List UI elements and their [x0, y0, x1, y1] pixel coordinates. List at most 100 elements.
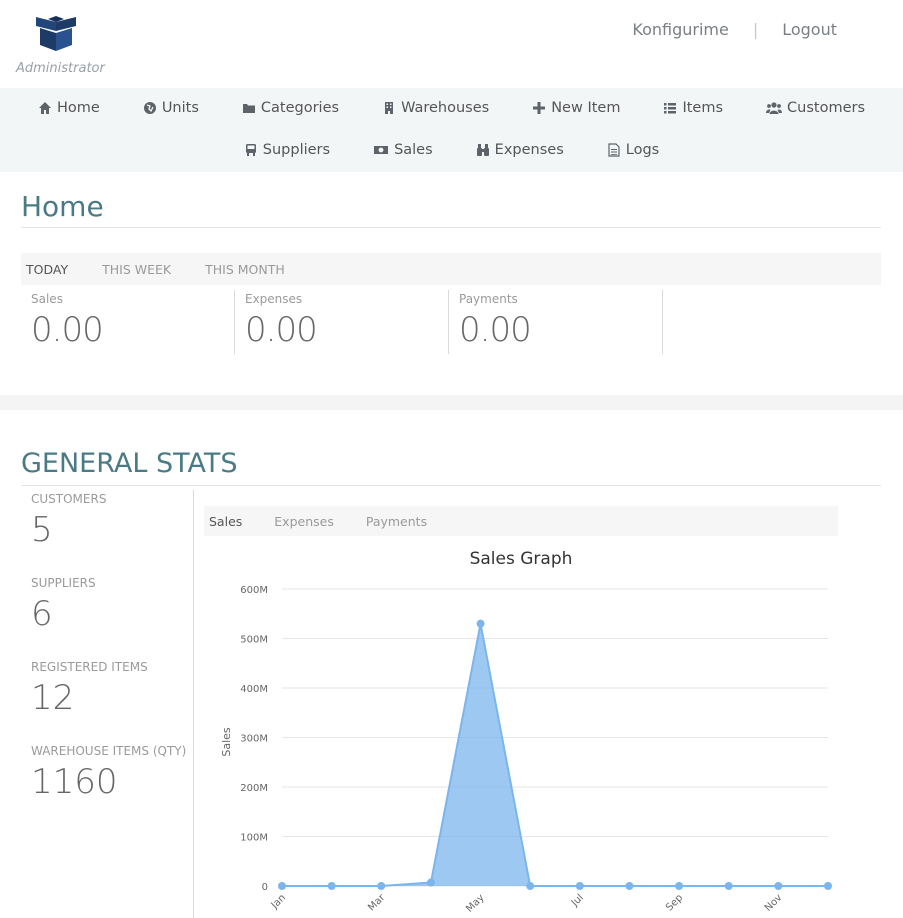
tile-value: 0.00 [31, 310, 104, 350]
list-icon [664, 103, 677, 114]
stat-suppliers: SUPPLIERS 6 [31, 576, 191, 660]
stat-value: 1160 [31, 762, 118, 802]
nav-item-suppliers[interactable]: Suppliers [244, 142, 330, 158]
nav-item-sales[interactable]: Sales [373, 142, 433, 158]
nav-item-new-item[interactable]: New Item [532, 100, 620, 116]
nav-item-home[interactable]: Home [38, 100, 100, 116]
data-point [724, 882, 733, 890]
data-point [327, 882, 336, 890]
x-tick-label: May [464, 892, 486, 914]
tile-label: Sales [31, 292, 63, 306]
settings-link[interactable]: Konfigurime [632, 20, 729, 39]
sales-series [278, 619, 832, 890]
tile-label: Payments [459, 292, 518, 306]
page-title: Home [21, 190, 104, 223]
box-logo-icon [36, 16, 76, 51]
data-point [526, 882, 535, 890]
globe-icon [143, 102, 156, 114]
stat-list: CUSTOMERS 5 SUPPLIERS 6 REGISTERED ITEMS… [31, 492, 191, 828]
stat-customers: CUSTOMERS 5 [31, 492, 191, 576]
main-nav: Home Units Categories Warehouses New Ite… [0, 88, 903, 172]
stat-label: SUPPLIERS [31, 576, 96, 590]
y-tick-label: 0 [262, 882, 268, 893]
x-tick-label: Mar [366, 892, 388, 914]
tab-this-week[interactable]: THIS WEEK [102, 261, 172, 277]
expenses-tile: Expenses 0.00 [235, 290, 449, 354]
x-tick-label: Nov [763, 892, 785, 914]
graph-tabs: Sales Expenses Payments [204, 506, 838, 536]
y-tick-label: 200M [240, 783, 268, 794]
y-tick-label: 600M [240, 585, 268, 596]
data-point [426, 878, 435, 887]
nav-row-2: Suppliers Sales Expenses Logs [0, 142, 903, 158]
y-tick-label: 100M [240, 833, 268, 844]
truck-icon [245, 144, 256, 156]
folder-icon [242, 104, 255, 113]
tab-this-month[interactable]: THIS MONTH [205, 261, 285, 277]
x-tick-label: Jul [569, 892, 586, 909]
nav-item-warehouses[interactable]: Warehouses [382, 100, 489, 116]
top-links: Konfigurime | Logout [632, 20, 837, 39]
stat-registered-items: REGISTERED ITEMS 12 [31, 660, 191, 744]
data-point [625, 882, 634, 890]
tab-today[interactable]: TODAY [26, 261, 69, 277]
logout-link[interactable]: Logout [782, 20, 837, 39]
nav-item-customers[interactable]: Customers [766, 100, 865, 116]
nav-item-label: Customers [787, 100, 866, 116]
y-tick-label: 500M [240, 635, 268, 646]
home-panel: Home TODAY THIS WEEK THIS MONTH Sales 0.… [0, 172, 903, 395]
general-stats-panel: GENERAL STATS CUSTOMERS 5 SUPPLIERS 6 RE… [0, 410, 903, 918]
stat-warehouse-items: WAREHOUSE ITEMS (QTY) 1160 [31, 744, 191, 828]
nav-item-expenses[interactable]: Expenses [476, 142, 564, 158]
tile-value: 0.00 [245, 310, 318, 350]
data-point [774, 882, 783, 890]
tile-label: Expenses [245, 292, 303, 306]
nav-item-label: Categories [260, 100, 340, 116]
nav-item-units[interactable]: Units [143, 100, 199, 116]
tab-payments[interactable]: Payments [365, 513, 428, 529]
nav-item-label: Suppliers [262, 142, 331, 158]
tab-expenses[interactable]: Expenses [274, 513, 334, 529]
nav-item-label: Expenses [494, 142, 564, 158]
column-divider [193, 490, 194, 918]
data-point [278, 882, 286, 890]
x-axis-ticks: Jan Mar May Jul Sep Nov [269, 892, 785, 915]
nav-item-label: Units [161, 100, 199, 116]
data-point [575, 882, 584, 890]
nav-item-label: Items [682, 100, 724, 116]
y-tick-label: 400M [240, 684, 268, 695]
section-title: GENERAL STATS [21, 448, 238, 479]
sales-chart: Sales Graph Sales 0 100M 200M 300M 400M 500M 6… [220, 549, 832, 915]
stat-value: 5 [31, 510, 53, 550]
stat-label: WAREHOUSE ITEMS (QTY) [31, 744, 187, 758]
nav-item-label: New Item [551, 100, 621, 116]
y-axis-title: Sales [220, 727, 233, 757]
chart-title: Sales Graph [470, 549, 573, 569]
data-point [824, 882, 832, 890]
summary-tiles: Sales 0.00 Expenses 0.00 Payments 0.00 [21, 290, 663, 354]
x-tick-label: Jan [269, 892, 288, 911]
y-tick-label: 300M [240, 734, 268, 745]
nav-item-items[interactable]: Items [663, 100, 723, 116]
nav-row-1: Home Units Categories Warehouses New Ite… [0, 100, 903, 116]
title-divider [21, 227, 881, 228]
users-icon [766, 102, 783, 114]
sales-tile: Sales 0.00 [21, 290, 235, 354]
tile-value: 0.00 [459, 310, 532, 350]
nav-item-label: Sales [394, 142, 433, 158]
stat-label: REGISTERED ITEMS [31, 660, 148, 674]
stat-label: CUSTOMERS [31, 492, 107, 506]
top-header: Administrator Konfigurime | Logout [0, 0, 903, 88]
file-icon [608, 143, 620, 157]
home-icon [38, 102, 51, 114]
nav-item-label: Logs [625, 142, 660, 158]
user-role-label: Administrator [16, 61, 105, 76]
nav-item-logs[interactable]: Logs [607, 142, 659, 158]
nav-item-categories[interactable]: Categories [242, 100, 339, 116]
series-line [282, 623, 828, 887]
tab-sales[interactable]: Sales [209, 513, 243, 529]
money-icon [374, 146, 389, 154]
x-tick-label: Sep [664, 892, 685, 913]
y-axis-ticks: 0 100M 200M 300M 400M 500M 600M [240, 585, 268, 893]
data-point [476, 619, 485, 628]
